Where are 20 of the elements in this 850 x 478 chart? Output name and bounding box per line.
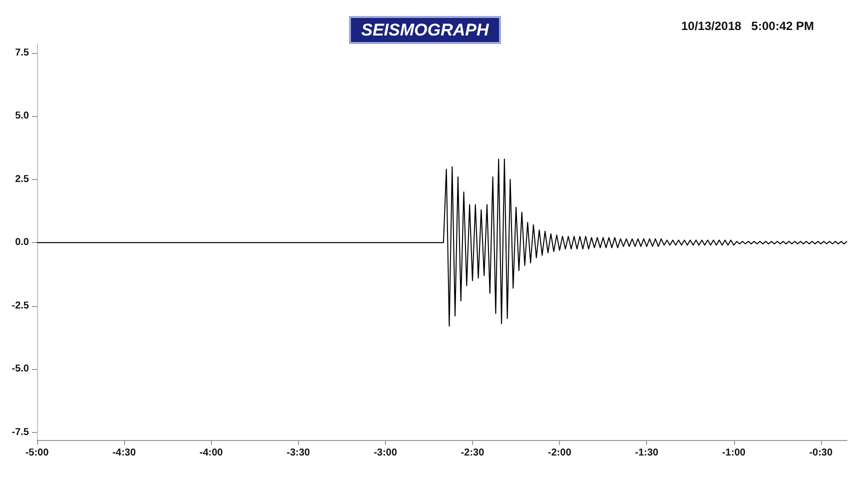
y-tick-label: -7.5 — [12, 426, 30, 438]
x-tick-label: -2:30 — [460, 448, 485, 458]
y-tick-label: -2.5 — [12, 300, 30, 312]
x-tick-label: -3:30 — [286, 448, 310, 458]
text: 10/13/2018 5:00:42 PM — [681, 19, 814, 33]
x-tick-label: -3:00 — [374, 448, 398, 458]
x-tick-label: -0:30 — [809, 448, 833, 458]
x-tick-label: -1:00 — [722, 448, 746, 458]
line-series — [36, 158, 848, 327]
y-tick-label: 2.5 — [15, 174, 30, 185]
x-tick-label: -4:00 — [200, 448, 224, 458]
y-tick-label: 0.0 — [15, 237, 30, 248]
y-tick-label: 5.0 — [15, 110, 30, 122]
x-tick-label: -5:00 — [25, 448, 50, 458]
y-tick-label: 7.5 — [15, 47, 30, 58]
x-tick-label: -4:30 — [112, 448, 136, 458]
x-tick-label: -1:30 — [635, 448, 659, 458]
y-tick-label: -5.0 — [12, 364, 30, 375]
x-tick-label: -2:00 — [548, 448, 572, 458]
chart-title: SEISMOGRAPH — [361, 20, 490, 40]
